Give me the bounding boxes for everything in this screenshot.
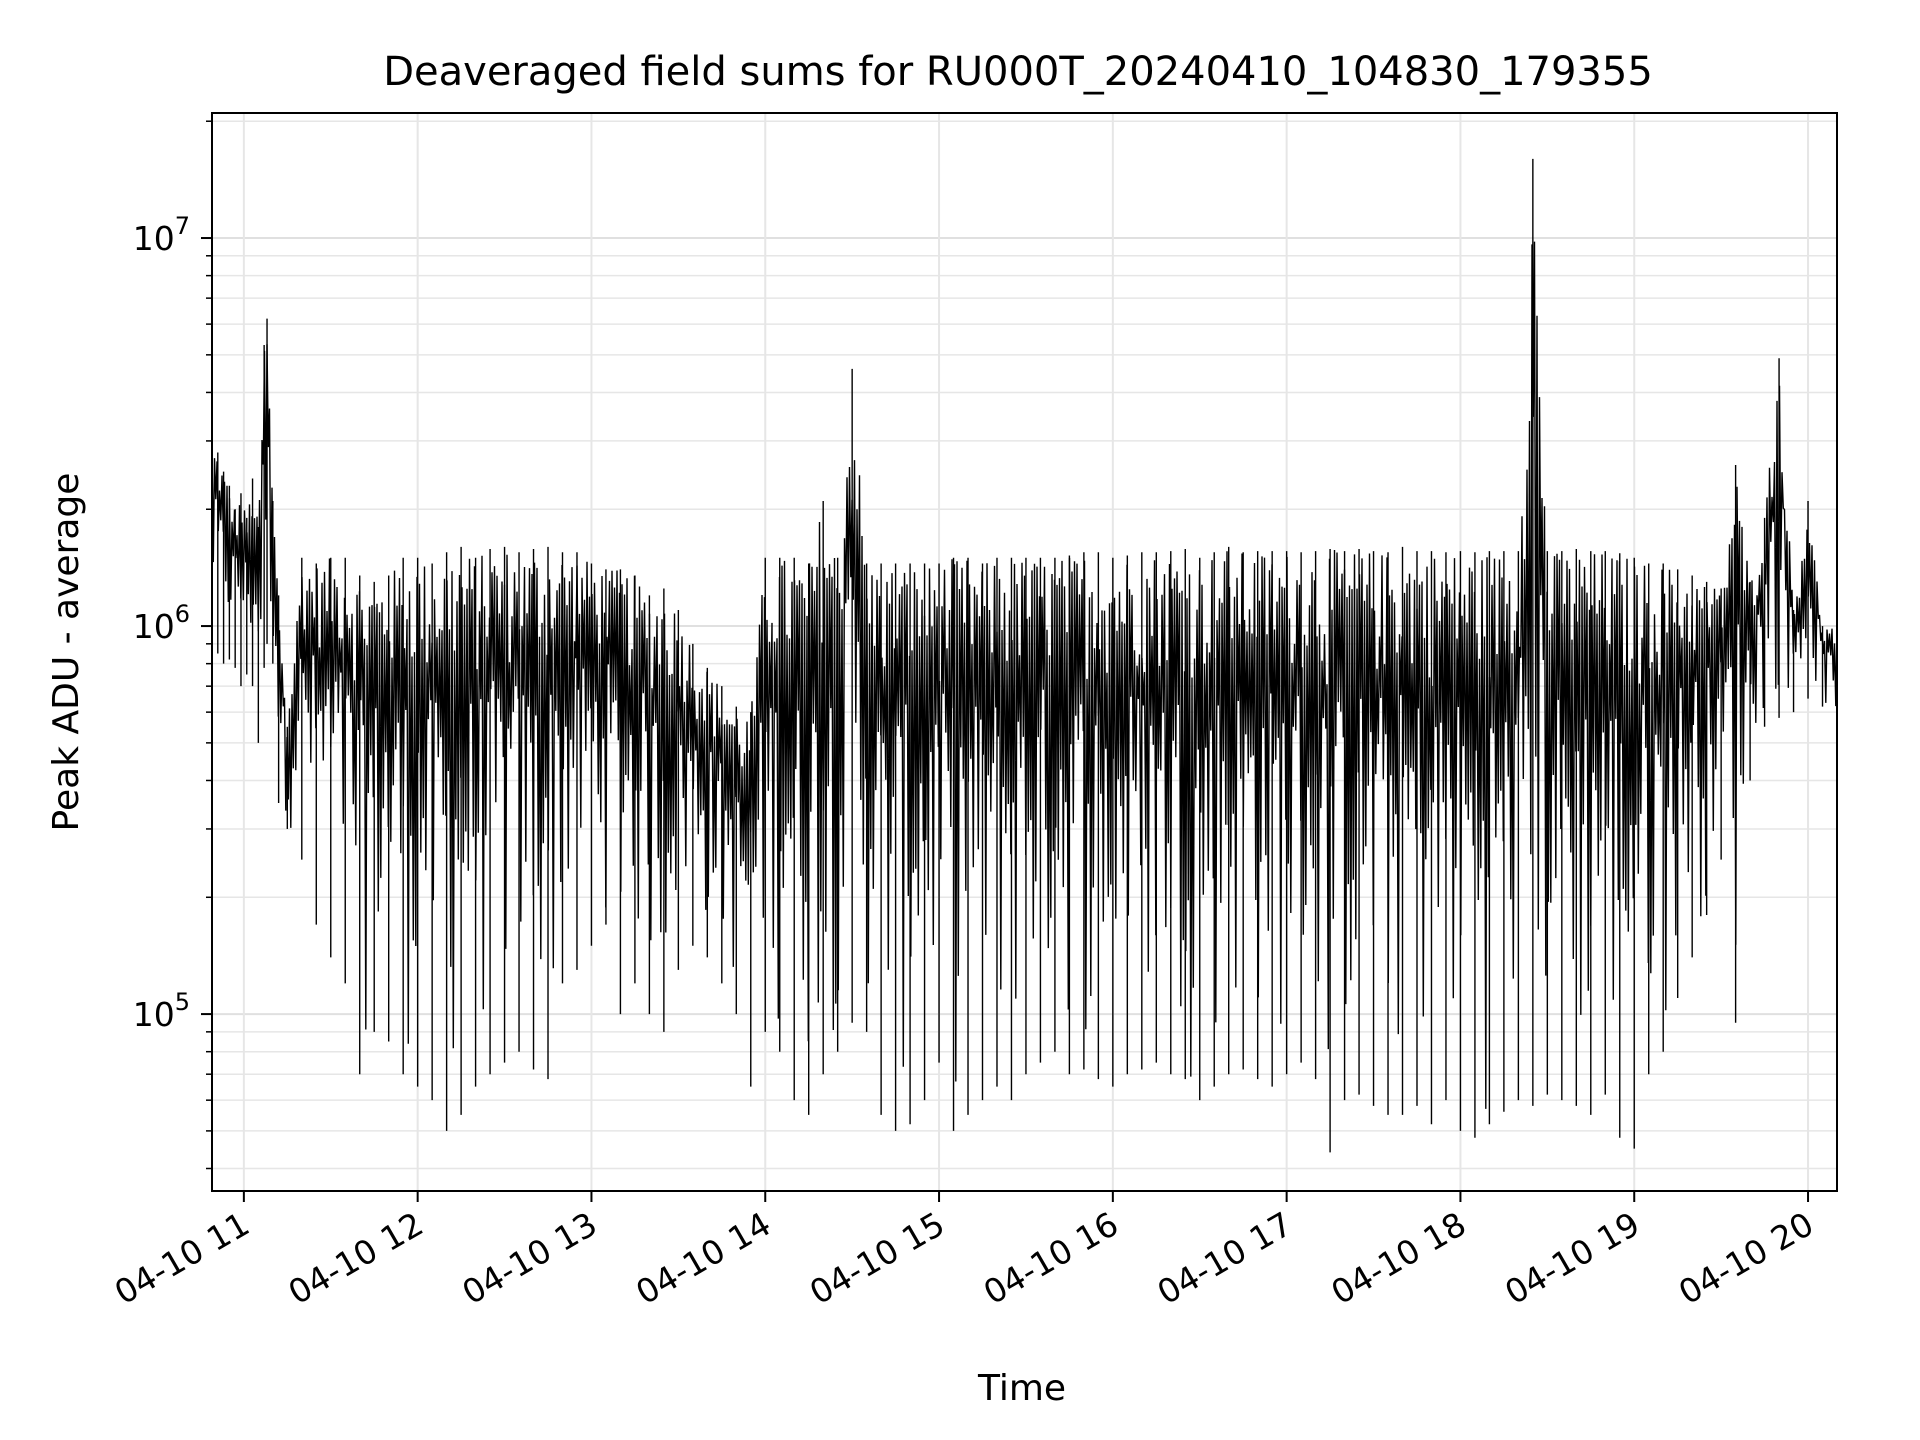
- y-tick-label: 106: [133, 600, 190, 646]
- series-line: [211, 241, 1838, 1109]
- plot-frame: [211, 112, 1838, 1192]
- data-series: [211, 158, 1838, 1153]
- y-axis-label: Peak ADU - average: [46, 473, 87, 832]
- y-axis: 105 106 107: [133, 120, 212, 1170]
- x-axis-label: Time: [977, 1368, 1066, 1409]
- y-tick-label: 105: [133, 988, 190, 1034]
- y-tick-label: 107: [133, 212, 190, 258]
- chart-title: Deaveraged field sums for RU000T_2024041…: [383, 49, 1653, 95]
